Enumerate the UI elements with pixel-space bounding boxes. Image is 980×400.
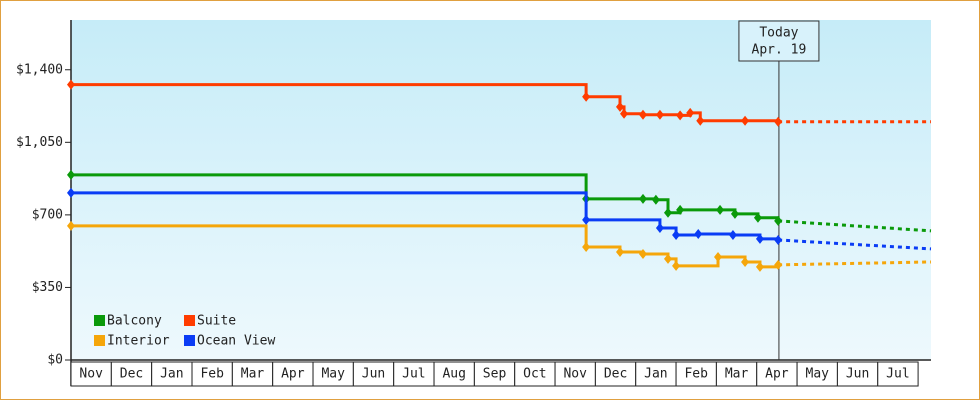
today-title: Today bbox=[759, 26, 798, 41]
plot-area bbox=[71, 20, 931, 360]
y-tick-label: $350 bbox=[32, 280, 63, 295]
month-box bbox=[715, 361, 758, 387]
price-point bbox=[638, 193, 647, 204]
month-box bbox=[594, 361, 637, 387]
month-box bbox=[272, 361, 314, 387]
x-tick-label: Jun bbox=[362, 367, 385, 382]
price-point bbox=[694, 228, 703, 239]
x-tick-label: Dec bbox=[120, 367, 143, 382]
price-point bbox=[728, 229, 737, 240]
x-tick-label: May bbox=[321, 367, 345, 382]
x-tick-label: Apr bbox=[765, 367, 789, 382]
price-point bbox=[638, 109, 647, 120]
month-box bbox=[151, 361, 193, 387]
price-point bbox=[755, 261, 764, 272]
legend-label: Suite bbox=[197, 314, 236, 329]
month-box bbox=[191, 361, 233, 387]
today-box bbox=[738, 20, 820, 62]
price-point bbox=[620, 108, 629, 119]
price-point bbox=[67, 169, 75, 180]
price-point bbox=[676, 110, 685, 121]
y-tick-label: $1,050 bbox=[16, 135, 63, 150]
x-tick-label: Mar bbox=[725, 367, 749, 382]
x-tick-label: Nov bbox=[79, 367, 103, 382]
price-point bbox=[615, 101, 624, 112]
x-tick-label: Apr bbox=[281, 367, 305, 382]
x-tick-label: Dec bbox=[604, 367, 627, 382]
price-point bbox=[655, 222, 664, 233]
price-point bbox=[67, 79, 75, 90]
month-box bbox=[110, 361, 153, 387]
price-point bbox=[755, 233, 764, 244]
forecast-line bbox=[778, 260, 932, 267]
price-point bbox=[615, 246, 624, 257]
x-tick-label: Feb bbox=[684, 367, 708, 382]
price-point bbox=[638, 249, 647, 260]
x-tick-label: Feb bbox=[200, 367, 224, 382]
x-tick-label: Jul bbox=[402, 367, 425, 382]
price-point bbox=[741, 115, 750, 126]
month-box bbox=[554, 361, 596, 387]
x-tick-label: Jul bbox=[886, 367, 909, 382]
x-tick-label: Jan bbox=[644, 367, 667, 382]
month-box bbox=[877, 361, 919, 387]
month-box bbox=[231, 361, 274, 387]
month-box bbox=[836, 361, 879, 387]
price-point bbox=[663, 207, 672, 218]
price-point bbox=[741, 256, 750, 267]
legend-label: Ocean View bbox=[197, 334, 275, 349]
price-point bbox=[676, 204, 685, 215]
price-point bbox=[582, 242, 591, 253]
legend-swatch bbox=[184, 335, 195, 346]
month-box bbox=[393, 361, 435, 387]
x-tick-label: Nov bbox=[563, 367, 587, 382]
price-point bbox=[67, 187, 75, 198]
price-point bbox=[582, 91, 591, 102]
y-tick-label: $1,400 bbox=[16, 62, 63, 77]
legend-swatch bbox=[94, 315, 105, 326]
price-point bbox=[672, 260, 681, 271]
legend-label: Balcony bbox=[107, 314, 162, 329]
legend-swatch bbox=[94, 335, 105, 346]
price-point bbox=[686, 107, 695, 118]
price-point bbox=[716, 204, 725, 215]
forecast-line bbox=[778, 238, 932, 251]
x-tick-label: Sep bbox=[483, 367, 507, 382]
price-point bbox=[582, 214, 591, 225]
price-point bbox=[730, 208, 739, 219]
price-point bbox=[67, 220, 75, 231]
month-box bbox=[675, 361, 717, 387]
x-tick-label: Aug bbox=[442, 367, 465, 382]
price-point bbox=[714, 251, 723, 262]
x-tick-label: May bbox=[806, 367, 830, 382]
price-point bbox=[696, 115, 705, 126]
y-tick-label: $700 bbox=[32, 207, 63, 222]
legend-label: Interior bbox=[107, 334, 170, 349]
legend-swatch bbox=[184, 315, 195, 326]
forecast-line bbox=[778, 219, 932, 233]
month-box bbox=[70, 361, 112, 387]
x-tick-label: Jan bbox=[160, 367, 183, 382]
x-tick-label: Oct bbox=[523, 367, 546, 382]
price-point bbox=[753, 212, 762, 223]
x-tick-label: Jun bbox=[846, 367, 869, 382]
price-point bbox=[672, 229, 681, 240]
y-tick-label: $0 bbox=[47, 353, 63, 368]
today-label: Apr. 19 bbox=[752, 43, 807, 58]
price-point bbox=[655, 109, 664, 120]
x-tick-label: Mar bbox=[241, 367, 265, 382]
price-point bbox=[651, 194, 660, 205]
month-box bbox=[473, 361, 516, 387]
month-box bbox=[796, 361, 838, 387]
